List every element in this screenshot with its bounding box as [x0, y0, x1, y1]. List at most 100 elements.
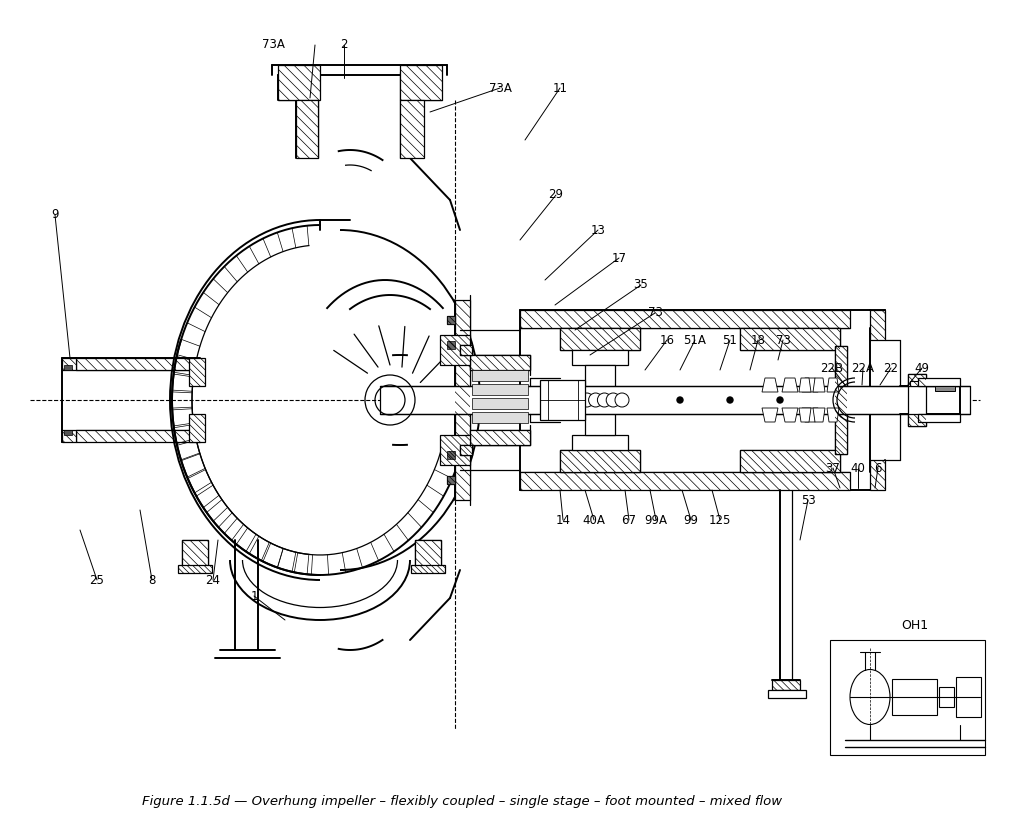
Bar — [189, 358, 205, 386]
Text: 16: 16 — [659, 334, 675, 346]
Bar — [835, 346, 847, 454]
Bar — [415, 540, 441, 568]
Bar — [62, 430, 76, 442]
Polygon shape — [813, 378, 825, 392]
Bar — [908, 374, 926, 386]
Bar — [460, 345, 472, 355]
Bar — [472, 384, 528, 395]
Bar — [447, 451, 455, 459]
Bar — [62, 358, 76, 370]
Bar — [447, 341, 455, 349]
Bar — [892, 679, 937, 715]
Text: 14: 14 — [555, 514, 570, 526]
Bar — [447, 476, 455, 484]
Bar — [440, 435, 470, 465]
Text: 49: 49 — [914, 362, 930, 374]
Text: 73: 73 — [775, 334, 791, 346]
Bar — [440, 335, 470, 365]
Bar — [520, 310, 850, 328]
Bar — [472, 398, 528, 409]
Bar — [76, 430, 200, 442]
Bar — [470, 355, 530, 370]
Bar — [447, 476, 455, 484]
Bar — [189, 414, 205, 442]
Text: 1: 1 — [250, 590, 258, 602]
Bar — [520, 472, 850, 490]
Circle shape — [727, 397, 733, 403]
Bar — [178, 565, 212, 573]
Text: 8: 8 — [148, 573, 156, 586]
Text: 40: 40 — [851, 462, 865, 474]
Text: 13: 13 — [591, 224, 605, 236]
Text: 73: 73 — [647, 306, 663, 320]
Text: 37: 37 — [825, 462, 841, 474]
Bar — [460, 345, 472, 355]
Bar — [572, 350, 628, 365]
Bar — [560, 450, 640, 472]
Circle shape — [571, 393, 585, 407]
Bar — [918, 378, 961, 386]
Bar — [76, 358, 200, 370]
Circle shape — [597, 393, 611, 407]
Bar — [908, 414, 926, 426]
Bar — [411, 565, 445, 573]
Circle shape — [615, 393, 629, 407]
Bar — [740, 450, 840, 472]
Bar — [768, 690, 806, 698]
Text: 125: 125 — [709, 514, 731, 526]
Bar — [470, 430, 530, 445]
Bar — [470, 355, 530, 370]
Bar — [415, 540, 441, 568]
Text: 22B: 22B — [820, 362, 844, 374]
Text: 73A: 73A — [488, 82, 511, 94]
Bar — [182, 540, 208, 568]
Bar — [740, 328, 840, 350]
Text: 99A: 99A — [644, 514, 668, 526]
Text: 53: 53 — [801, 493, 815, 506]
Circle shape — [606, 393, 621, 407]
Bar — [470, 430, 530, 445]
Polygon shape — [827, 378, 839, 392]
Polygon shape — [782, 378, 798, 392]
Text: 51: 51 — [723, 334, 737, 346]
Bar — [447, 341, 455, 349]
Bar — [908, 374, 926, 426]
Circle shape — [580, 393, 594, 407]
Bar — [830, 640, 985, 755]
Bar — [939, 687, 954, 707]
Text: 35: 35 — [634, 278, 648, 292]
Text: 6: 6 — [874, 462, 882, 474]
Bar — [472, 412, 528, 423]
Bar — [400, 65, 442, 100]
Bar — [560, 450, 640, 472]
Text: OH1: OH1 — [902, 619, 929, 632]
Polygon shape — [802, 378, 818, 392]
Bar — [572, 435, 628, 450]
Bar — [460, 445, 472, 455]
Bar — [455, 300, 470, 500]
Bar — [910, 381, 950, 386]
Polygon shape — [782, 408, 798, 422]
Bar — [870, 460, 885, 490]
Bar — [447, 316, 455, 324]
Bar — [447, 316, 455, 324]
Bar — [380, 386, 970, 414]
Bar — [540, 380, 585, 420]
Bar — [447, 451, 455, 459]
Bar — [740, 328, 840, 350]
Text: 51A: 51A — [684, 334, 707, 346]
Bar — [560, 328, 640, 350]
Text: 99: 99 — [683, 514, 698, 526]
Polygon shape — [799, 378, 811, 392]
Bar — [935, 386, 955, 391]
Text: 40A: 40A — [583, 514, 605, 526]
Polygon shape — [802, 408, 818, 422]
Polygon shape — [762, 408, 778, 422]
Circle shape — [777, 397, 783, 403]
Bar — [956, 677, 981, 717]
Bar — [740, 450, 840, 472]
Text: 17: 17 — [611, 251, 627, 264]
Bar — [835, 346, 847, 454]
Text: 9: 9 — [51, 208, 58, 221]
Bar — [278, 65, 319, 100]
